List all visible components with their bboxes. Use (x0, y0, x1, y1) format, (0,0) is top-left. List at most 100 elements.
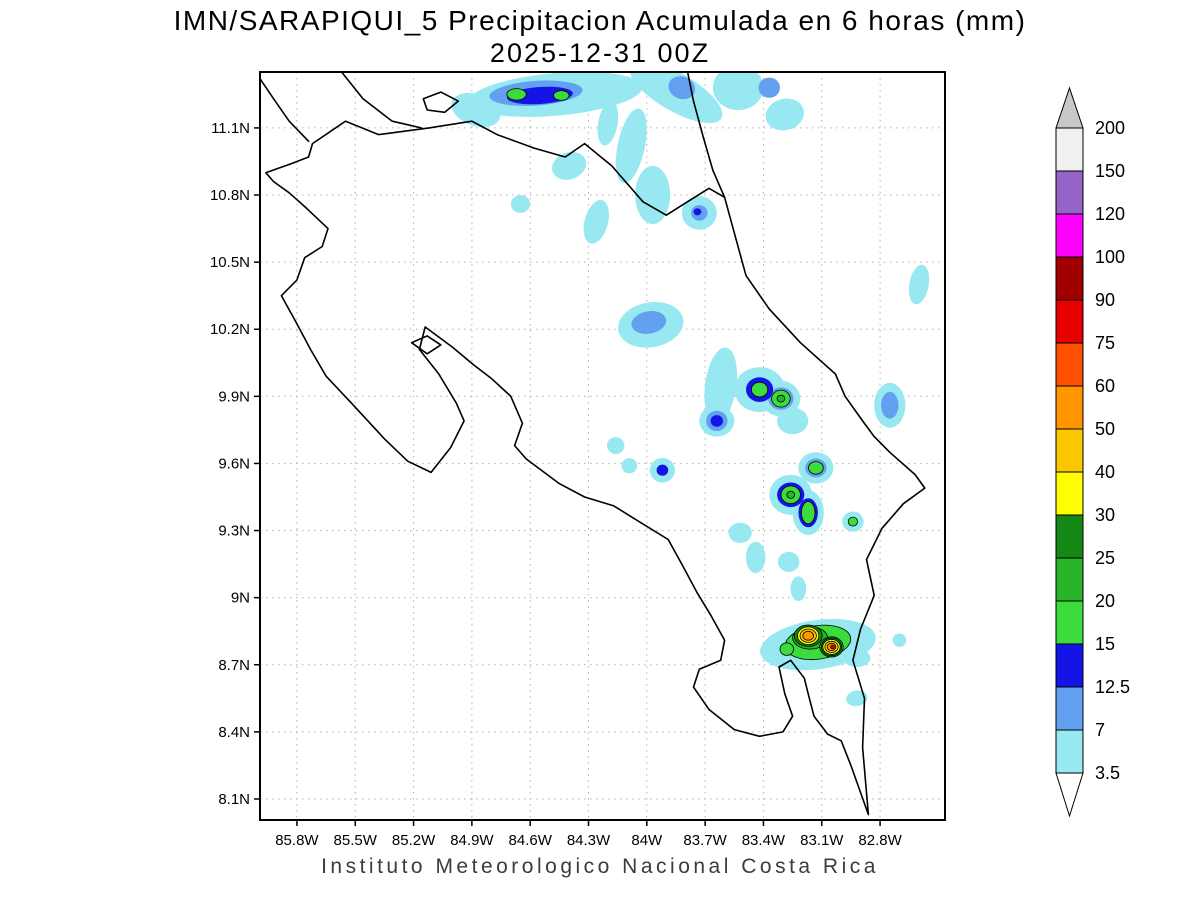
precip-blob (451, 92, 501, 128)
precip-blob (597, 101, 619, 146)
lon-tick-label: 84.3W (567, 832, 611, 849)
precip-blob (881, 391, 899, 419)
precip-blob (668, 76, 696, 100)
lon-tick-label: 83.4W (742, 832, 786, 849)
colorbar-cell (1055, 686, 1084, 731)
colorbar-label: 120 (1095, 204, 1125, 224)
lake-nicaragua-shore (340, 72, 423, 129)
precip-blob (693, 208, 702, 216)
lon-tick-label: 85.5W (334, 832, 378, 849)
precip-blob (846, 690, 868, 707)
lat-tick-label: 9.6N (218, 455, 250, 472)
colorbar-label: 3.5 (1095, 763, 1120, 783)
precip-blob (704, 347, 738, 423)
colorbar-label: 100 (1095, 247, 1125, 267)
precip-blob (552, 151, 587, 180)
lon-tick-label: 84.6W (509, 832, 553, 849)
solentiname-islands (422, 91, 460, 114)
precip-blob (758, 77, 780, 98)
colorbar-cell (1055, 385, 1084, 430)
lat-tick-label: 9.9N (218, 388, 250, 405)
coastline-layer (260, 72, 926, 816)
colorbar-cell (1055, 729, 1084, 774)
precip-blob (808, 461, 824, 475)
precip-blob (712, 72, 764, 111)
precip-blob (615, 108, 647, 184)
colorbar-cell (1055, 471, 1084, 516)
precip-blob (553, 90, 570, 101)
colorbar-label: 20 (1095, 591, 1115, 611)
precip-blob (656, 464, 669, 476)
frame-layer (259, 71, 946, 821)
colorbar-layer: 3.5 7 12.5 15 20 25 30 40 50 60 75 90 100 120 150 200 (1055, 86, 1130, 818)
map-frame (259, 71, 946, 821)
grid-layer (260, 72, 945, 820)
colorbar-cell (1055, 643, 1084, 688)
precipitation-layer (451, 72, 930, 707)
colorbar-label: 75 (1095, 333, 1115, 353)
colorbar-label: 40 (1095, 462, 1115, 482)
precip-blob (631, 311, 667, 334)
precip-blob (801, 501, 816, 525)
lon-tick-label: 85.2W (392, 832, 436, 849)
precip-blob (786, 490, 795, 499)
colorbar-label: 50 (1095, 419, 1115, 439)
nicaragua-pacific-coast (260, 77, 310, 143)
precip-blob (802, 630, 814, 641)
lat-tick-label: 10.5N (210, 254, 250, 271)
colorbar-cell (1055, 600, 1084, 645)
precip-blob (710, 415, 723, 427)
precip-blob (830, 644, 835, 650)
colorbar-cell (1055, 342, 1084, 387)
precip-blob (765, 98, 804, 131)
lon-tick-label: 82.8W (858, 832, 902, 849)
precip-blob (746, 541, 766, 574)
title-block: IMN/SARAPIQUI_5 Precipitacion Acumulada … (0, 5, 1200, 69)
colorbar-arrow-top (1055, 86, 1084, 129)
precip-blob (776, 394, 786, 403)
lat-tick-label: 8.4N (218, 724, 250, 741)
colorbar-cell (1055, 127, 1084, 172)
lat-tick-label: 8.7N (218, 657, 250, 674)
colorbar-label: 60 (1095, 376, 1115, 396)
colorbar-label: 200 (1095, 118, 1125, 138)
precip-blob (892, 633, 907, 647)
colorbar-label: 12.5 (1095, 677, 1130, 697)
lat-tick-label: 9.3N (218, 523, 250, 540)
precip-blob (790, 576, 807, 601)
lon-tick-label: 83.7W (683, 832, 727, 849)
precip-blob (583, 200, 610, 244)
lat-tick-label: 8.1N (218, 791, 250, 808)
colorbar-label: 150 (1095, 161, 1125, 181)
chart-title: IMN/SARAPIQUI_5 Precipitacion Acumulada … (173, 5, 1027, 36)
colorbar-arrow-bottom (1055, 772, 1084, 818)
colorbar-cell (1055, 557, 1084, 602)
precip-blob (728, 522, 752, 543)
lat-tick-label: 10.2N (210, 321, 250, 338)
precip-blob (621, 458, 638, 474)
precip-blob (506, 88, 527, 101)
axis-label-layer: 8.1N 8.4N 8.7N 9N 9.3N 9.6N 9.9N 10.2N 10.5N 10.8… (210, 120, 903, 849)
colorbar-cell (1055, 213, 1084, 258)
costa-rica-outline (264, 120, 926, 816)
lon-tick-label: 84W (631, 832, 663, 849)
colorbar-cell (1055, 256, 1084, 301)
lon-tick-label: 83.1W (800, 832, 844, 849)
colorbar-label: 90 (1095, 290, 1115, 310)
colorbar-cell (1055, 514, 1084, 559)
lon-tick-label: 84.9W (450, 832, 494, 849)
chira-island (410, 335, 442, 355)
nicaragua-caribbean-coast (686, 72, 726, 199)
precip-blob (779, 642, 795, 656)
precip-blob (777, 407, 809, 435)
lat-tick-label: 11.1N (211, 120, 250, 137)
precip-blob (635, 165, 671, 225)
precip-blob (750, 381, 769, 398)
precip-blob (843, 649, 871, 667)
chart-subtitle: 2025-12-31 00Z (489, 38, 711, 68)
lon-tick-label: 85.8W (275, 832, 319, 849)
colorbar-label: 15 (1095, 634, 1115, 654)
precip-blob (607, 437, 625, 455)
footer-caption: Instituto Meteorologico Nacional Costa R… (321, 855, 879, 878)
